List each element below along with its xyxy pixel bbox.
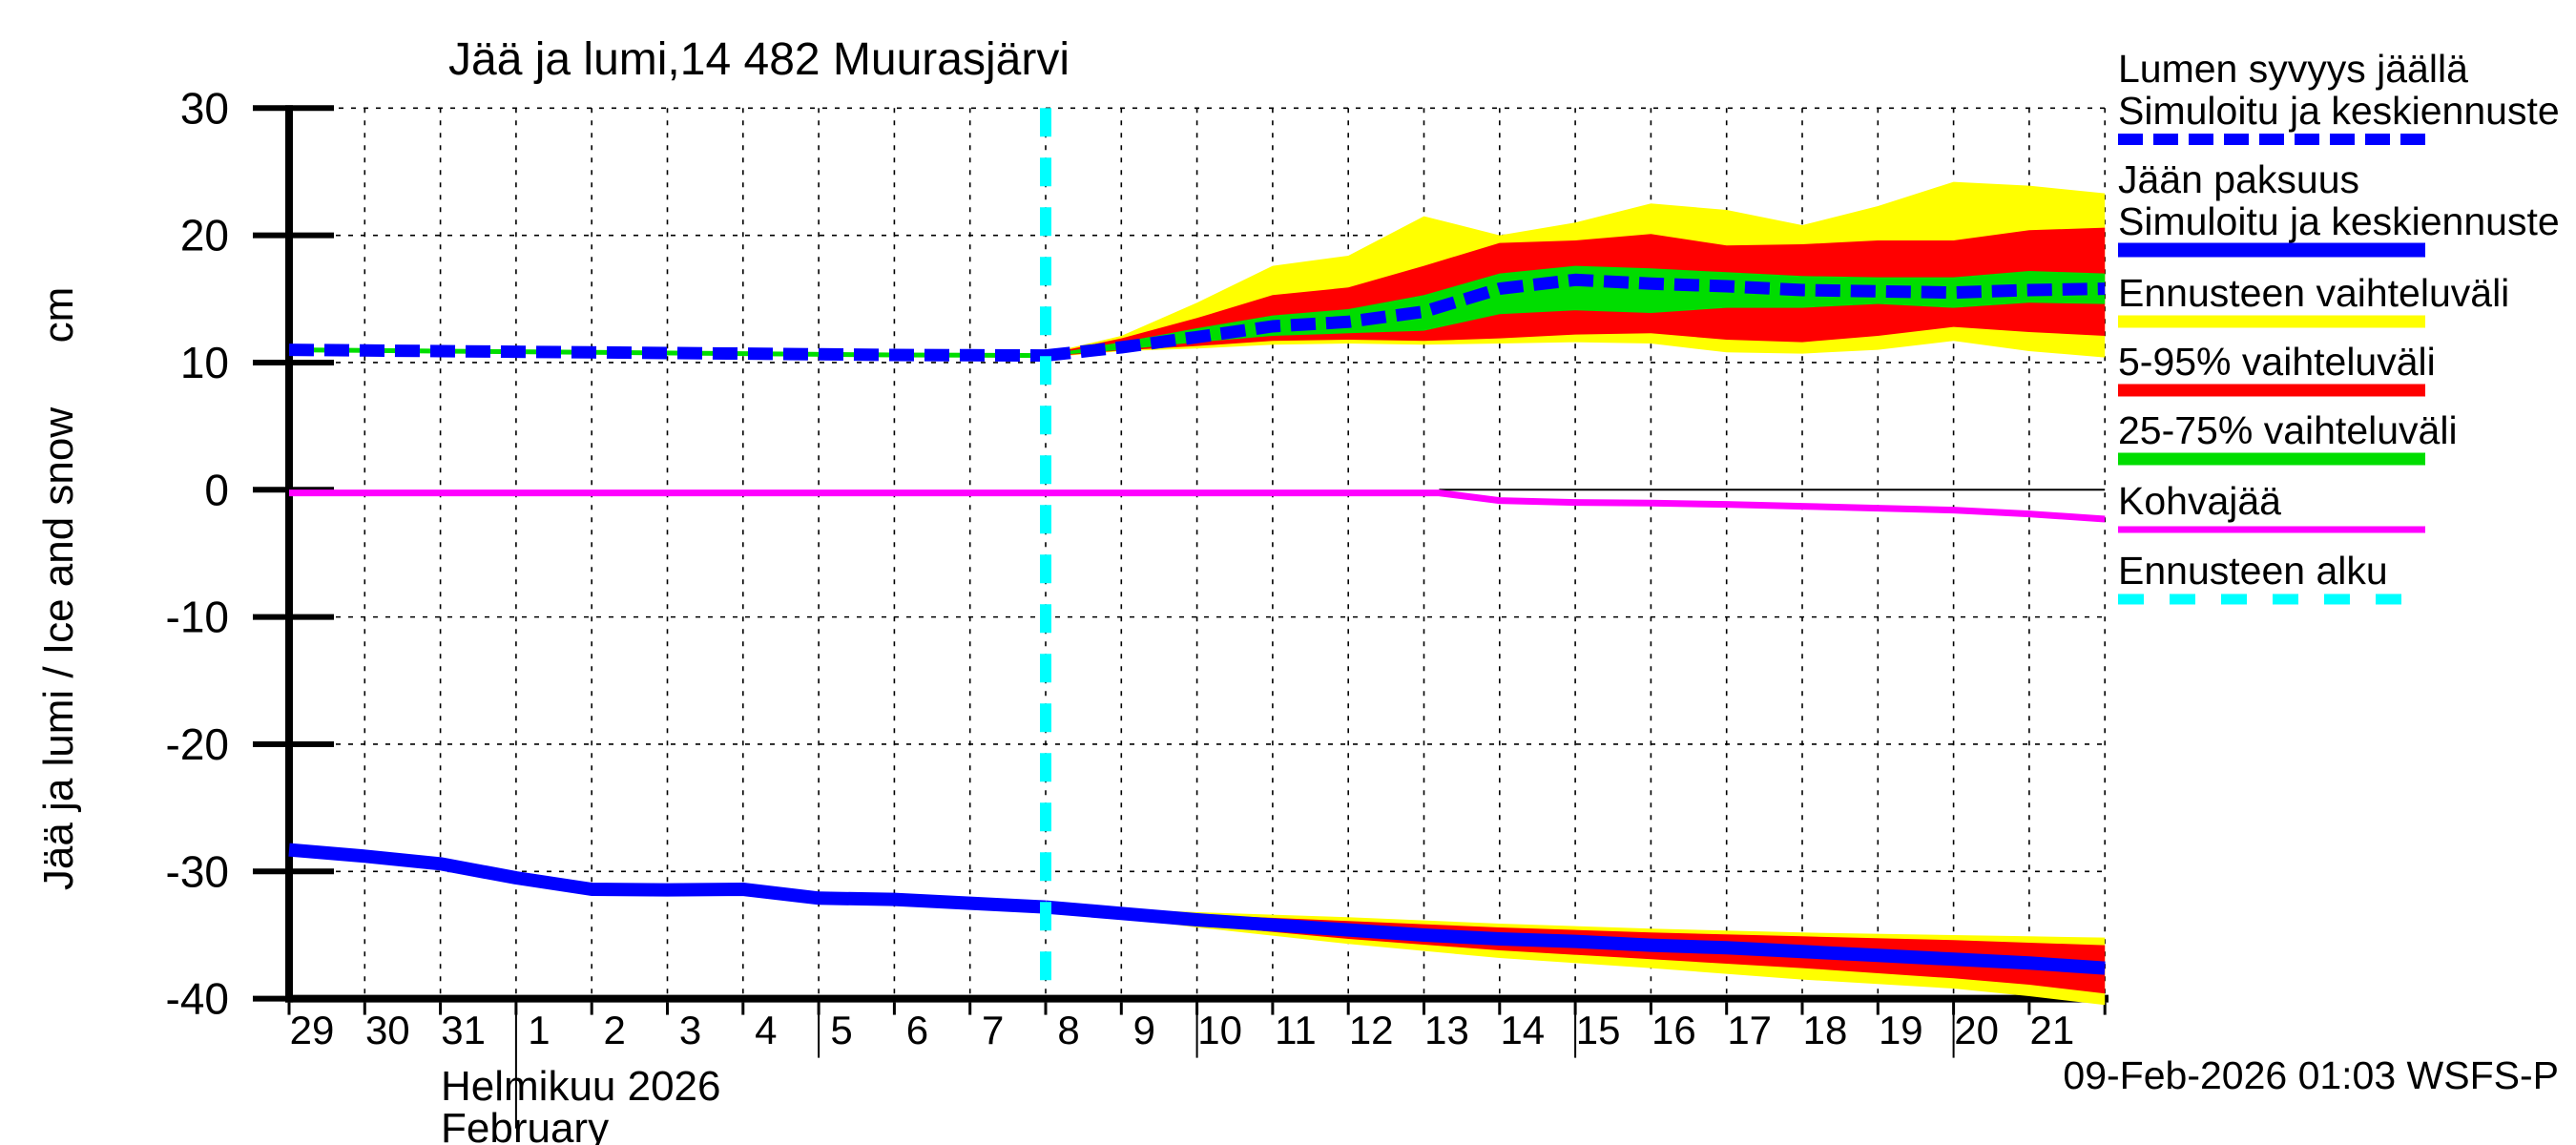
legend-label: 5-95% vaihteluväli xyxy=(2118,340,2436,384)
x-day-label: 10 xyxy=(1197,1008,1242,1052)
series-kohvajaa xyxy=(289,489,2106,523)
y-axis-unit-label: cm xyxy=(35,287,82,344)
x-day-label: 2 xyxy=(604,1008,626,1052)
x-day-label: 14 xyxy=(1500,1008,1545,1052)
series-ice_thickness_median_forecast xyxy=(1045,900,2106,975)
run-timestamp: 09-Feb-2026 01:03 WSFS-P xyxy=(2063,1053,2559,1097)
month-label-finnish: Helmikuu 2026 xyxy=(441,1063,721,1110)
x-day-label: 19 xyxy=(1879,1008,1923,1052)
x-day-label: 30 xyxy=(365,1008,410,1052)
x-day-labels: 29 30 31 1 2 3 4 5 6 7 8 9 10 11 12 13 14 15 16 17 18 19 20 21 xyxy=(290,1008,2075,1052)
gridlines xyxy=(289,107,2106,999)
chart-title: Jää ja lumi,14 482 Muurasjärvi xyxy=(448,34,1070,85)
month-label-english: February xyxy=(441,1105,609,1145)
x-day-label: 15 xyxy=(1576,1008,1621,1052)
x-day-label: 21 xyxy=(2030,1008,2075,1052)
series-snow_depth_median_forecast xyxy=(1045,273,2106,363)
y-tick-label: 10 xyxy=(180,338,229,387)
y-tick-label: 20 xyxy=(180,211,229,260)
x-day-label: 8 xyxy=(1057,1008,1079,1052)
legend-label: Simuloitu ja keskiennuste xyxy=(2118,89,2560,133)
x-day-label: 17 xyxy=(1727,1008,1772,1052)
x-day-label: 16 xyxy=(1652,1008,1696,1052)
x-day-label: 1 xyxy=(528,1008,550,1052)
x-day-label: 6 xyxy=(906,1008,928,1052)
x-day-label: 11 xyxy=(1275,1008,1317,1052)
legend-entry-7: Ennusteen alku xyxy=(2118,549,2425,605)
calendar-markers xyxy=(514,998,1955,1129)
legend-label: Jään paksuus xyxy=(2118,157,2359,201)
legend-label: Ennusteen alku xyxy=(2118,549,2388,593)
x-day-label: 7 xyxy=(982,1008,1004,1052)
legend-label: Lumen syvyys jäällä xyxy=(2118,47,2468,91)
x-day-label: 18 xyxy=(1803,1008,1848,1052)
x-day-label: 29 xyxy=(290,1008,335,1052)
x-day-label: 13 xyxy=(1424,1008,1469,1052)
y-tick-labels: 30 20 10 0 -10 -20 -30 -40 xyxy=(166,83,229,1023)
series-snow_depth_history xyxy=(288,344,1047,363)
x-day-label: 5 xyxy=(830,1008,852,1052)
x-day-label: 12 xyxy=(1349,1008,1394,1052)
legend-label: Simuloitu ja keskiennuste xyxy=(2118,199,2560,243)
y-tick-label: -20 xyxy=(166,719,229,769)
x-day-label: 4 xyxy=(755,1008,777,1052)
y-tick-label: -30 xyxy=(166,846,229,896)
x-day-label: 3 xyxy=(679,1008,701,1052)
legend-entry-5: 25-75% vaihteluväli xyxy=(2118,408,2458,466)
series-ice_thickness_history xyxy=(288,843,1047,914)
y-tick-label: 0 xyxy=(204,465,229,514)
legend-label: Kohvajää xyxy=(2118,479,2281,523)
legend-entry-4: 5-95% vaihteluväli xyxy=(2118,340,2436,397)
x-day-label: 9 xyxy=(1133,1008,1155,1052)
legend-entry-6: Kohvajää xyxy=(2118,479,2425,533)
legend-entry-3: Ennusteen vaihteluväli xyxy=(2118,271,2509,328)
y-tick-label: -40 xyxy=(166,974,229,1024)
x-day-label: 20 xyxy=(1954,1008,1999,1052)
y-axis-label: Jää ja lumi / Ice and snow xyxy=(35,407,82,890)
legend-label: 25-75% vaihteluväli xyxy=(2118,408,2458,452)
x-day-label: 31 xyxy=(441,1008,486,1052)
legend-label: Ennusteen vaihteluväli xyxy=(2118,271,2509,315)
y-tick-label: -10 xyxy=(166,593,229,642)
y-tick-label: 30 xyxy=(180,83,229,133)
data-lines xyxy=(288,108,2106,999)
